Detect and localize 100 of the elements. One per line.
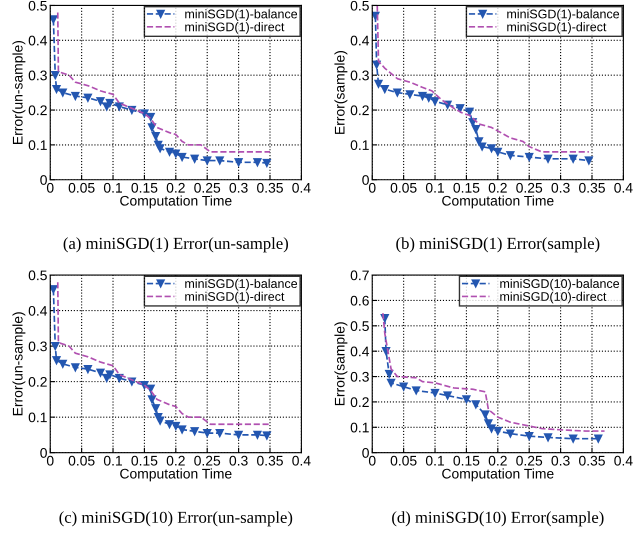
y-tick-label: 0.4 bbox=[28, 36, 48, 46]
point bbox=[406, 90, 414, 99]
point bbox=[216, 428, 224, 438]
x-tick-label: 0.35 bbox=[257, 456, 283, 466]
point bbox=[106, 370, 114, 379]
point bbox=[506, 151, 515, 160]
point bbox=[506, 429, 515, 438]
y-tick-label: 0 bbox=[40, 175, 47, 185]
y-tick-label: 0.2 bbox=[350, 105, 369, 116]
point bbox=[594, 434, 602, 443]
point bbox=[568, 434, 578, 443]
y-tick-label: 0.1 bbox=[350, 422, 369, 432]
point bbox=[50, 285, 58, 294]
x-tick-label: 0.3 bbox=[551, 456, 570, 466]
text: (d) miniSGD(10) Error(sample) bbox=[392, 511, 604, 526]
point bbox=[262, 431, 272, 440]
point bbox=[51, 342, 60, 350]
x-tick-label: 0.15 bbox=[453, 182, 480, 193]
legend-label: miniSGD(10)-direct bbox=[500, 292, 606, 304]
point bbox=[544, 433, 552, 442]
x-tick-label: 0 bbox=[46, 456, 54, 466]
point bbox=[385, 370, 394, 378]
point bbox=[424, 94, 433, 102]
y-tick-label: 0.3 bbox=[350, 372, 369, 382]
point bbox=[412, 386, 420, 395]
point bbox=[58, 88, 67, 97]
point bbox=[71, 363, 80, 372]
point bbox=[84, 94, 92, 102]
y-tick-label: 0.5 bbox=[28, 0, 47, 11]
x-tick-label: 0.1 bbox=[104, 182, 122, 193]
legend-label: miniSGD(1)-direct bbox=[185, 22, 284, 34]
point bbox=[172, 422, 180, 430]
x-tick-label: 0.35 bbox=[579, 182, 605, 193]
y-axis-title: Error(un-sample) bbox=[12, 312, 26, 416]
point bbox=[106, 98, 114, 108]
x-tick-label: 0.2 bbox=[488, 456, 507, 466]
x-tick-label: 0.3 bbox=[229, 182, 248, 193]
point bbox=[253, 430, 262, 440]
point bbox=[148, 123, 156, 132]
y-axis-title: Error(sample) bbox=[334, 51, 348, 134]
point bbox=[50, 15, 58, 24]
x-tick-label: 0.2 bbox=[166, 456, 185, 466]
point bbox=[203, 428, 212, 438]
x-tick-label: 0.4 bbox=[614, 182, 633, 193]
x-tick-label: 0.05 bbox=[68, 456, 95, 466]
point bbox=[84, 365, 92, 374]
x-axis-title: Computation Time bbox=[442, 195, 554, 208]
point bbox=[115, 102, 124, 111]
point bbox=[178, 152, 186, 162]
y-tick-label: 0.4 bbox=[350, 36, 370, 46]
point bbox=[494, 148, 502, 156]
x-tick-label: 0.25 bbox=[194, 456, 220, 466]
text: (a) miniSGD(1) Error(un-sample) bbox=[64, 237, 288, 252]
point bbox=[190, 427, 199, 436]
x-tick-label: 0.4 bbox=[292, 182, 311, 193]
x-axis-title: Computation Time bbox=[442, 468, 554, 482]
point bbox=[372, 60, 381, 69]
y-tick-label: 0.2 bbox=[28, 376, 47, 387]
y-tick-label: 0.3 bbox=[28, 70, 47, 80]
x-tick-label: 0.25 bbox=[516, 456, 542, 466]
x-tick-label: 0.05 bbox=[390, 456, 417, 466]
y-tick-label: 0 bbox=[40, 448, 47, 458]
point bbox=[148, 395, 156, 404]
point bbox=[52, 84, 61, 94]
y-tick-label: 0.1 bbox=[28, 140, 47, 150]
x-tick-label: 0.15 bbox=[453, 456, 480, 466]
point bbox=[443, 391, 452, 400]
point bbox=[525, 152, 534, 162]
x-tick-label: 0.3 bbox=[229, 456, 248, 466]
point bbox=[96, 368, 105, 377]
point bbox=[481, 410, 490, 419]
x-tick-label: 0 bbox=[46, 182, 54, 193]
x-tick-label: 0 bbox=[368, 182, 376, 193]
point bbox=[178, 425, 186, 434]
point bbox=[487, 144, 496, 153]
point bbox=[494, 426, 502, 436]
x-tick-label: 0.15 bbox=[131, 456, 158, 466]
point bbox=[58, 360, 67, 368]
legend-label: miniSGD(1)-direct bbox=[507, 22, 606, 34]
point bbox=[393, 88, 402, 97]
point bbox=[152, 404, 160, 412]
point bbox=[465, 108, 474, 116]
y-tick-label: 0.1 bbox=[350, 140, 369, 150]
text: (b) miniSGD(1) Error(sample) bbox=[396, 237, 600, 252]
point bbox=[568, 154, 578, 163]
point bbox=[430, 388, 440, 398]
y-tick-label: 0.1 bbox=[28, 412, 47, 422]
x-tick-label: 0.35 bbox=[579, 456, 605, 466]
y-tick-label: 0.3 bbox=[350, 70, 369, 80]
y-tick-label: 0.2 bbox=[28, 105, 47, 116]
point bbox=[165, 148, 174, 156]
x-tick-label: 0.2 bbox=[488, 182, 507, 193]
x-tick-label: 0.1 bbox=[426, 456, 444, 466]
point bbox=[156, 416, 164, 425]
point bbox=[456, 104, 464, 112]
legend-label: miniSGD(1)-balance bbox=[185, 9, 298, 21]
x-tick-label: 0.4 bbox=[614, 456, 633, 466]
point bbox=[172, 149, 180, 158]
y-axis-title: Error(sample) bbox=[334, 322, 348, 406]
point bbox=[253, 158, 262, 166]
